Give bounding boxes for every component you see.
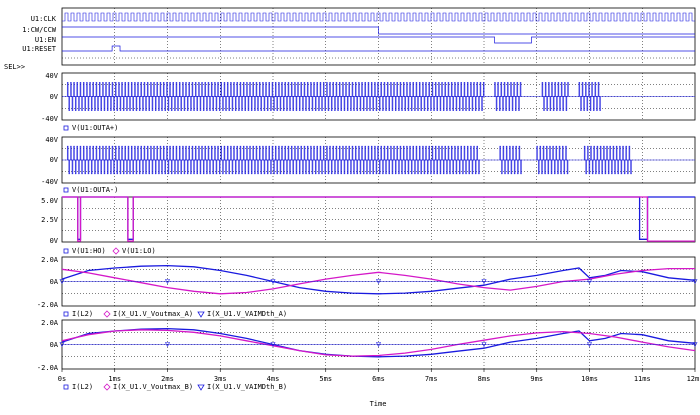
y-tick-label: 5.0V: [41, 197, 59, 205]
digital-label-en[interactable]: U1:EN: [35, 36, 56, 44]
panel-current-b: 2.0A 0A -2.0A 0s 1ms 2ms 3ms 4ms 5ms 6ms 7ms 8ms…: [37, 319, 700, 408]
panel-outa-plus: 40V 0V -40V V(U1:OUTA+): [41, 72, 696, 132]
selector-label[interactable]: SEL>>: [4, 63, 25, 71]
point-marker: [270, 279, 276, 285]
point-marker: [692, 342, 698, 348]
legend-marker-triangle: [197, 311, 205, 318]
x-tick-label: 11ms: [634, 375, 651, 383]
point-marker: [59, 279, 65, 285]
traces: [62, 196, 695, 242]
y-tick-label: 40V: [45, 136, 58, 144]
legend-marker-diamond: [103, 310, 111, 318]
y-tick-label: 2.0A: [41, 319, 59, 327]
x-axis-ticks: 0s 1ms 2ms 3ms 4ms 5ms 6ms 7ms 8ms 9ms 10ms 11ms 12m…: [58, 369, 700, 383]
panel-ho-lo: 5.0V 2.5V 0V V(U1:HO) V(U1:LO): [41, 196, 696, 255]
series-line: [61, 264, 696, 295]
traces: [59, 264, 698, 295]
legend-marker-square: [63, 311, 69, 317]
y-tick-label: -2.0A: [37, 301, 59, 309]
x-tick-label: 2ms: [161, 375, 174, 383]
digital-traces: [62, 8, 695, 65]
legend-marker-triangle: [197, 384, 205, 391]
point-marker: [376, 342, 381, 348]
legend-marker-diamond: [112, 247, 120, 255]
y-tick-label: 2.0A: [41, 256, 59, 264]
y-tick-label: 0A: [50, 341, 59, 349]
x-tick-label: 1ms: [108, 375, 121, 383]
digital-label-cw[interactable]: 1:CW/CCW: [22, 26, 57, 34]
y-tick-label: -40V: [41, 115, 59, 123]
clk-trace: [62, 12, 695, 22]
legend-marker-diamond: [103, 383, 111, 391]
legend-voutmax-a[interactable]: I(X_U1.V_Voutmax_A): [113, 310, 193, 318]
x-tick-label: 7ms: [425, 375, 438, 383]
x-tick-label: 6ms: [372, 375, 385, 383]
legend-marker-square: [63, 187, 69, 193]
series-line: [62, 196, 695, 242]
point-marker: [165, 279, 170, 285]
x-tick-label: 4ms: [267, 375, 280, 383]
point-marker: [376, 279, 381, 285]
point-marker: [692, 279, 698, 285]
en-trace: [62, 36, 695, 44]
digital-panel: U1:CLK 1:CW/CCW U1:EN U1:RESET SEL>>: [4, 7, 696, 71]
traces: [59, 327, 698, 358]
y-tick-label: 0A: [50, 278, 59, 286]
point-marker: [165, 342, 170, 348]
legend-il2-b[interactable]: I(L2): [72, 383, 93, 391]
panel-outa-minus: 40V 0V -40V V(U1:OUTA-): [41, 136, 696, 194]
legend-outa-plus[interactable]: V(U1:OUTA+): [72, 124, 118, 132]
traces: [62, 145, 695, 175]
point-marker: [587, 279, 592, 285]
point-marker: [270, 342, 276, 348]
legend-marker-square: [63, 384, 69, 390]
series-line: [61, 329, 696, 357]
point-marker: [481, 279, 487, 285]
legend-outa-minus[interactable]: V(U1:OUTA-): [72, 186, 118, 194]
legend-vaimdth-b[interactable]: I(X_U1.V_VAIMDth_B): [207, 383, 287, 391]
y-tick-label: 2.5V: [41, 216, 59, 224]
legend-vaimdth-a[interactable]: I(X_U1.V_VAIMDth_A): [207, 310, 287, 318]
y-tick-label: 0V: [50, 156, 59, 164]
x-tick-label: 3ms: [214, 375, 227, 383]
pwm-burst: [66, 82, 485, 111]
x-axis-label: Time: [370, 400, 387, 408]
y-tick-label: -2.0A: [37, 364, 59, 372]
traces: [62, 82, 695, 111]
y-tick-label: 0V: [50, 93, 59, 101]
legend-marker-square: [63, 248, 69, 254]
x-tick-label: 10ms: [581, 375, 598, 383]
point-marker: [481, 342, 487, 348]
point-marker: [587, 342, 592, 348]
digital-label-clk[interactable]: U1:CLK: [31, 15, 57, 23]
x-tick-label: 12ms: [687, 375, 700, 383]
legend-ho[interactable]: V(U1:HO): [72, 247, 106, 255]
y-tick-label: 40V: [45, 72, 58, 80]
point-marker: [59, 342, 65, 348]
x-tick-label: 8ms: [478, 375, 491, 383]
reset-trace: [62, 45, 695, 52]
legend-marker-square: [63, 125, 69, 131]
y-tick-label: -40V: [41, 178, 59, 186]
grid: [62, 197, 695, 242]
panel-current-a: 2.0A 0A -2.0A I(L2) I(X_U1.V_Voutmax_A) …: [37, 256, 698, 318]
series-line: [61, 327, 696, 358]
legend-il2-a[interactable]: I(L2): [72, 310, 93, 318]
cw-trace: [62, 26, 695, 35]
legend-voutmax-b[interactable]: I(X_U1.V_Voutmax_B): [113, 383, 193, 391]
y-tick-label: 0V: [50, 237, 59, 245]
digital-label-reset[interactable]: U1:RESET: [22, 45, 57, 53]
x-tick-label: 0s: [58, 375, 66, 383]
x-tick-label: 9ms: [530, 375, 543, 383]
series-line: [61, 267, 695, 295]
x-tick-label: 5ms: [319, 375, 332, 383]
legend-lo[interactable]: V(U1:LO): [122, 247, 156, 255]
